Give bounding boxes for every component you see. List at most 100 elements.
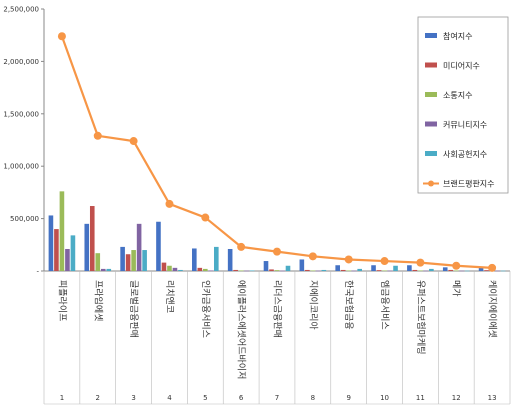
bar xyxy=(142,250,147,271)
x-category-number: 5 xyxy=(203,394,207,402)
bar xyxy=(500,270,506,272)
bar xyxy=(340,269,346,271)
bar xyxy=(335,265,340,271)
line-point xyxy=(201,213,210,222)
bar xyxy=(464,270,470,272)
bar xyxy=(249,270,255,272)
bar xyxy=(442,267,448,271)
bar xyxy=(478,267,484,271)
y-tick-label: 2,000,000 xyxy=(3,58,39,66)
bar xyxy=(95,253,101,271)
legend-label: 커뮤니티지수 xyxy=(443,120,487,130)
x-category-number: 11 xyxy=(416,394,425,402)
bar xyxy=(203,268,208,271)
bar xyxy=(48,215,54,271)
line-point xyxy=(273,247,281,256)
legend-swatch xyxy=(425,121,437,127)
legend-label: 소통지수 xyxy=(443,91,472,100)
x-category-label: 메가 xyxy=(451,280,462,297)
line-point xyxy=(237,242,246,251)
bar xyxy=(376,270,382,271)
bar xyxy=(453,270,459,272)
bar xyxy=(100,268,106,271)
legend-label: 미디어지수 xyxy=(443,61,480,71)
bar xyxy=(233,269,238,271)
bar xyxy=(280,270,285,272)
bar xyxy=(156,221,161,271)
x-category-label: 지에이코리아 xyxy=(307,280,318,330)
bar xyxy=(423,270,429,272)
x-category-label: 인카금융서비스 xyxy=(200,280,211,338)
bar xyxy=(321,269,327,271)
y-tick-label: 2,500,000 xyxy=(3,6,39,14)
bar xyxy=(214,246,219,271)
line-point xyxy=(416,258,425,267)
bar xyxy=(346,270,351,272)
bar xyxy=(106,268,112,271)
bar xyxy=(448,269,454,271)
line-point xyxy=(344,255,353,264)
line-point xyxy=(380,257,389,266)
bar xyxy=(387,270,393,272)
x-category-number: 4 xyxy=(167,394,172,402)
bar xyxy=(136,223,142,271)
legend-label: 브랜드평판지수 xyxy=(443,179,495,189)
bar xyxy=(84,223,90,271)
bar xyxy=(244,270,249,272)
x-category-label: 글로벌금융판매 xyxy=(128,280,139,338)
x-category-label: 프라임에셋 xyxy=(92,280,104,321)
bar xyxy=(227,248,233,271)
bar xyxy=(393,265,398,271)
legend-swatch xyxy=(425,151,437,156)
bar xyxy=(274,270,280,271)
y-tick-label: 1,000,000 xyxy=(3,163,39,171)
x-category-label: 엠금융서비스 xyxy=(379,280,391,330)
x-category-label: 피플라이프 xyxy=(56,280,67,321)
bar xyxy=(70,235,76,271)
bar xyxy=(418,270,423,272)
x-category-number: 8 xyxy=(311,394,315,402)
line-point xyxy=(488,263,497,272)
bar xyxy=(316,270,321,272)
bar xyxy=(125,254,131,271)
y-tick-label: 1,500,000 xyxy=(3,110,39,118)
legend-swatch-marker xyxy=(428,180,434,187)
bar xyxy=(412,269,418,271)
bar xyxy=(484,270,489,271)
bar xyxy=(120,246,125,271)
legend-swatch xyxy=(425,92,437,97)
legend-swatch xyxy=(425,62,437,68)
bar xyxy=(131,250,136,271)
bar xyxy=(305,269,310,271)
bar xyxy=(429,268,434,271)
x-category-label: 에이플러스에셋어드바이저 xyxy=(236,280,247,379)
bar xyxy=(192,248,197,271)
bar xyxy=(263,261,269,271)
bar xyxy=(89,206,95,271)
x-category-number: 6 xyxy=(239,394,244,402)
x-category-label: 케이지에이에셋 xyxy=(487,280,498,338)
x-category-number: 2 xyxy=(96,394,100,402)
bar xyxy=(54,229,59,271)
bar xyxy=(65,248,70,271)
x-category-label: 리더스금융판매 xyxy=(272,280,283,338)
bar xyxy=(178,269,183,271)
legend-label: 참여지수 xyxy=(443,31,472,41)
legend-swatch xyxy=(425,33,437,38)
y-tick-label: 500,000 xyxy=(10,215,39,223)
bar xyxy=(495,270,500,272)
x-category-number: 10 xyxy=(380,394,389,402)
bar xyxy=(197,267,203,271)
bar xyxy=(208,270,214,272)
bar xyxy=(269,269,274,271)
bar xyxy=(167,265,172,271)
x-category-number: 1 xyxy=(60,394,64,402)
line-point xyxy=(129,137,138,146)
line-point xyxy=(165,199,174,208)
bar xyxy=(285,265,291,271)
bar xyxy=(172,267,178,271)
x-category-number: 13 xyxy=(488,394,497,402)
bar xyxy=(459,270,465,272)
